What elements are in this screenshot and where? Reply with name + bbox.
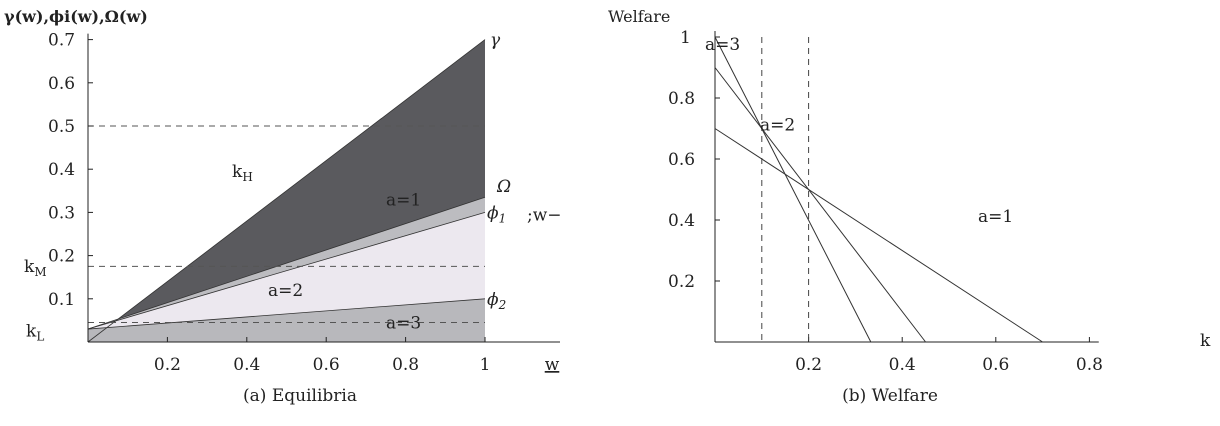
curve-label-omega: Ω: [496, 177, 511, 197]
x-tick-label: 0.4: [233, 355, 260, 375]
curve-line: [87, 39, 486, 343]
series-line: [714, 128, 1043, 343]
x-tick-label: 1: [480, 355, 491, 375]
y-axis-label: γ(w),ϕi(w),Ω(w): [4, 7, 148, 26]
y-tick-label: 0.8: [668, 89, 695, 109]
curve-line: [87, 212, 486, 330]
curve-label-phi1: ϕ1: [487, 203, 506, 225]
x-tick-label: 0.2: [154, 355, 181, 375]
x-tick-label: 0.8: [1076, 355, 1103, 375]
welfare-chart: 0.2 0.4 0.6 0.8 1 0.2 0.4 0.6 0.8 a=3 a=2 a=1 Welfar…: [608, 7, 1211, 375]
x-axis-label: k: [1200, 331, 1211, 351]
x-axis-label: w: [545, 355, 560, 375]
x-tick-label: 0.8: [392, 355, 419, 375]
threshold-label: kH: [232, 162, 253, 184]
curve-line: [87, 298, 486, 330]
region-label-a2: a=2: [268, 281, 303, 301]
y-tick-label: 0.2: [48, 247, 75, 267]
y-tick-label: 0.3: [48, 203, 75, 223]
curve-label-side: ;w−γ: [527, 205, 560, 225]
series-label: a=1: [978, 207, 1013, 227]
equilibria-caption: (a) Equilibria: [243, 386, 357, 406]
x-tick-label: 0.2: [795, 355, 822, 375]
y-tick-label: 0.1: [48, 290, 75, 310]
x-tick-label: 0.4: [889, 355, 916, 375]
y-tick-label: 1: [680, 28, 691, 48]
y-tick-label: 0.5: [48, 117, 75, 137]
y-tick-label: 0.7: [48, 31, 75, 51]
curve-label-phi2: ϕ2: [487, 290, 506, 312]
y-tick-label: 0.6: [48, 74, 75, 94]
threshold-label: kL: [26, 322, 44, 344]
series-label: a=2: [760, 115, 795, 135]
region-label-a1: a=1: [386, 190, 421, 210]
threshold-label: kM: [24, 257, 47, 279]
region-a3: [88, 298, 485, 342]
y-axis-label: Welfare: [608, 7, 670, 26]
equilibria-panel: 0.1 0.2 0.3 0.4 0.5 0.6 0.7 0.2 0.4 0.6 0.8 1 γ(w),ϕ…: [0, 0, 572, 426]
x-tick-label: 0.6: [982, 355, 1009, 375]
x-tick-label: 0.6: [313, 355, 340, 375]
series-label: a=3: [705, 35, 740, 55]
series-line: [714, 67, 926, 343]
curve-label-gamma: γ: [490, 31, 501, 51]
curve-line: [87, 196, 486, 330]
y-tick-label: 0.4: [48, 160, 75, 180]
equilibria-chart: 0.1 0.2 0.3 0.4 0.5 0.6 0.7 0.2 0.4 0.6 0.8 1 γ(w),ϕ…: [4, 7, 572, 375]
y-tick-label: 0.4: [668, 211, 695, 231]
y-tick-label: 0.2: [668, 272, 695, 292]
series-line: [714, 36, 872, 343]
welfare-caption: (b) Welfare: [842, 386, 938, 406]
welfare-panel: 0.2 0.4 0.6 0.8 1 0.2 0.4 0.6 0.8 a=3 a=2 a=1 Welfar…: [600, 0, 1220, 426]
y-tick-label: 0.6: [668, 150, 695, 170]
region-label-a3: a=3: [386, 314, 421, 334]
